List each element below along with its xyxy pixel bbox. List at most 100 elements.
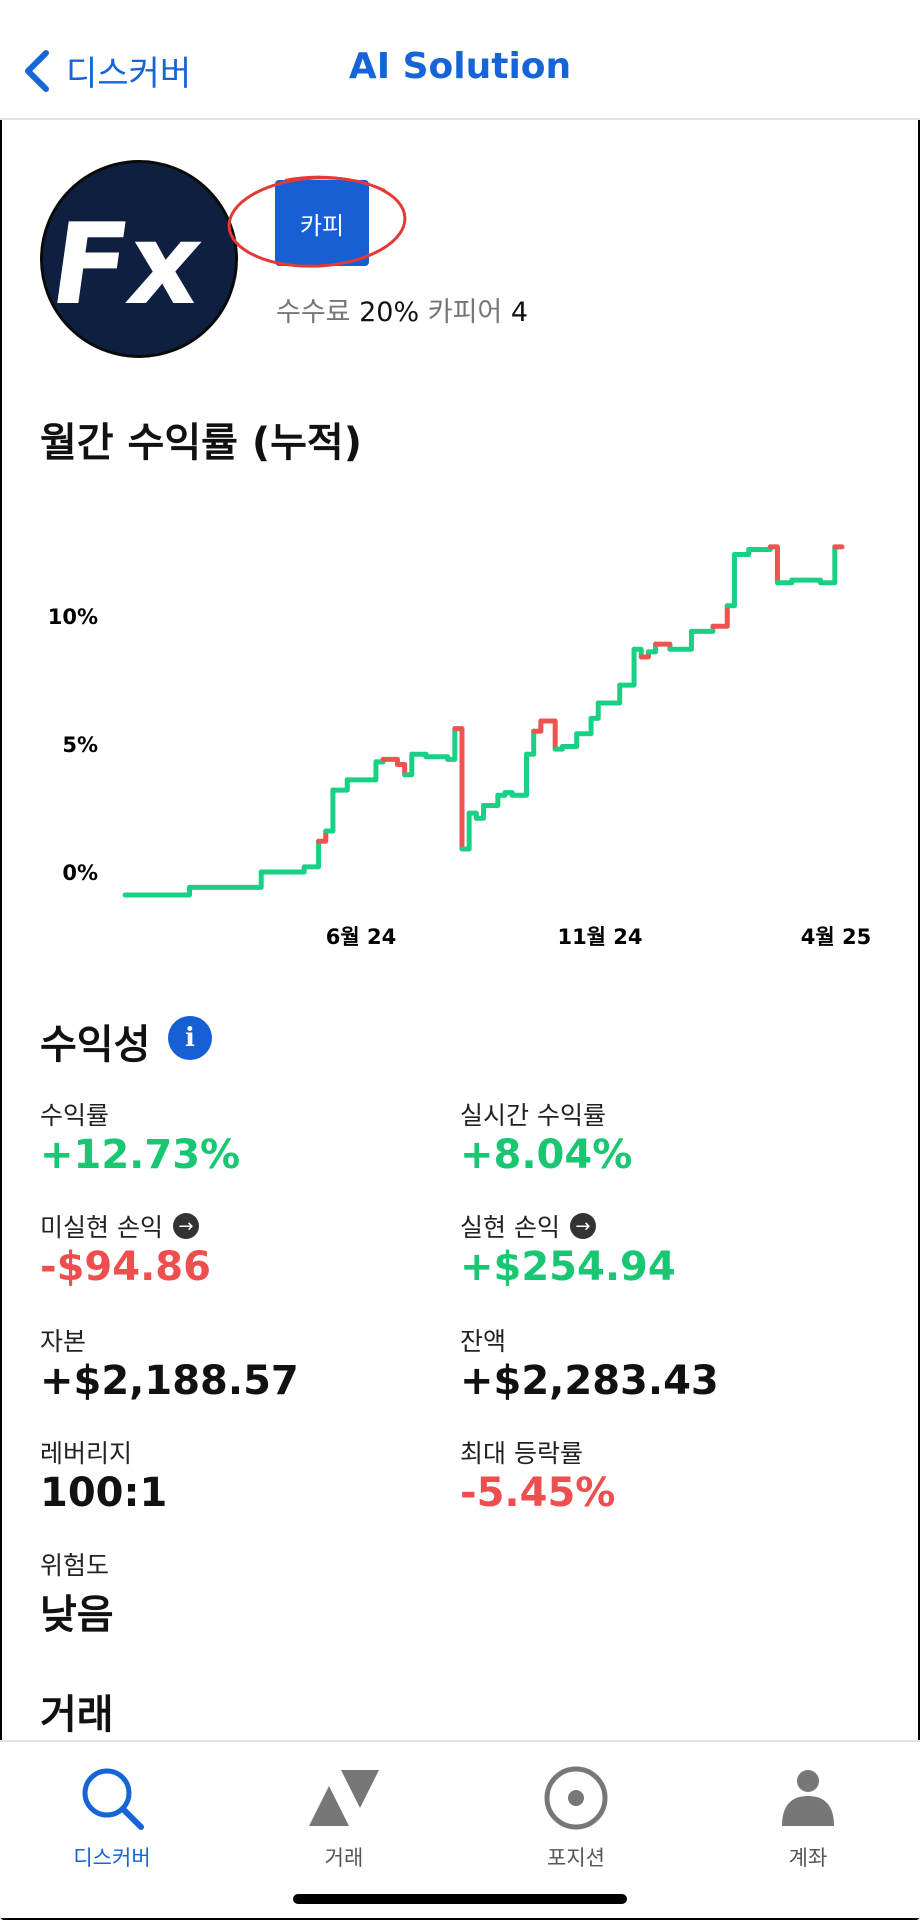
y-tick-label: 10% — [48, 605, 98, 629]
chart-line-segment — [452, 726, 465, 852]
chart-line-segment — [423, 754, 451, 762]
stat-label: 레버리지 — [40, 1434, 132, 1470]
chart-line-segment — [724, 552, 737, 609]
x-tick-label: 11월 24 — [557, 925, 642, 949]
target-icon — [544, 1766, 608, 1830]
tab-discover[interactable]: 디스커버 — [42, 1758, 182, 1872]
tab-label-account: 계좌 — [788, 1846, 828, 1870]
home-indicator[interactable] — [293, 1894, 627, 1904]
y-tick-label: 5% — [62, 733, 98, 757]
x-tick-label: 6월 24 — [326, 925, 396, 949]
chart-line-segment — [617, 646, 637, 688]
stat-label-text: 자본 — [40, 1327, 87, 1356]
copy-button[interactable]: 카피 — [275, 180, 369, 266]
stat-value: +$2,188.57 — [40, 1358, 299, 1404]
trades-title: 거래 — [40, 1692, 114, 1738]
chart-title: 월간 수익률 (누적) — [40, 420, 363, 466]
tab-label-positions: 포지션 — [547, 1846, 605, 1870]
chart-line-segment — [366, 759, 379, 783]
chart-line-segment — [610, 682, 623, 706]
fee-label: 수수료 — [276, 297, 351, 328]
stat-label-text: 수익률 — [40, 1101, 110, 1130]
stat-value: 낮음 — [40, 1592, 114, 1638]
stat-label-text: 레버리지 — [40, 1439, 133, 1468]
fee-value: 20% — [359, 297, 420, 328]
chart-line-segment — [524, 728, 537, 757]
chart-line-segment — [531, 718, 544, 734]
stat-label: 자본 — [40, 1322, 86, 1358]
chart-line-segment — [817, 544, 838, 586]
chart-line-segment — [323, 787, 336, 834]
arrow-right-icon[interactable]: → — [172, 1213, 199, 1239]
stat-label: 실시간 수익률 — [460, 1096, 606, 1132]
chart-line-segment — [301, 838, 322, 870]
chart-line-segment — [645, 641, 659, 655]
chart-line-segment — [767, 544, 780, 586]
tab-label-trade: 거래 — [324, 1846, 364, 1870]
stat-label[interactable]: 실현 손익 → — [460, 1208, 596, 1244]
stat-value: +8.04% — [460, 1132, 633, 1178]
navigation-bar: 디스커버 AI Solution — [0, 0, 920, 120]
stat-label-text: 실현 손익 — [460, 1213, 560, 1242]
stat-label-text: 실시간 수익률 — [460, 1101, 606, 1130]
triangles-icon — [309, 1770, 379, 1826]
tab-trade[interactable]: 거래 — [274, 1758, 414, 1872]
chart-line-segment — [122, 884, 193, 898]
x-tick-label: 4월 25 — [801, 925, 871, 949]
stat-value: +$254.94 — [460, 1244, 676, 1290]
chart-line-segment — [473, 802, 486, 821]
tab-label-discover: 디스커버 — [73, 1846, 151, 1870]
stat-value: 100:1 — [40, 1470, 168, 1516]
strategy-avatar: Fx — [40, 160, 238, 358]
chart-line-segment — [588, 700, 601, 721]
strategy-meta: 수수료 20% 카피어 4 — [276, 290, 528, 329]
stat-label-text: 미실현 손익 — [40, 1213, 163, 1242]
chart-line-segment — [538, 718, 558, 752]
chart-line-segment — [394, 761, 408, 778]
stat-label: 최대 등락률 — [460, 1434, 583, 1470]
stat-label: 수익률 — [40, 1096, 109, 1132]
chart-line-segment — [402, 751, 415, 778]
chart-line-segment — [459, 810, 472, 852]
chart-line-segment — [445, 726, 458, 762]
chevron-left-icon — [25, 49, 49, 92]
stat-label: 잔액 — [460, 1322, 506, 1358]
stat-value: -5.45% — [460, 1470, 616, 1516]
chart-line-segment — [631, 646, 644, 660]
stat-label-text: 잔액 — [460, 1327, 507, 1356]
stat-label-text: 최대 등락률 — [460, 1439, 583, 1468]
tab-bar: 디스커버 거래 포지션 계좌 — [0, 1740, 920, 1918]
monthly-return-chart: 0% 5% 10% 6월 24 11월 24 4월 25 — [48, 544, 871, 949]
chart-line-segment — [316, 828, 329, 844]
chart-line-segment — [710, 603, 730, 629]
chart-line-segment — [559, 731, 580, 750]
stat-value: +12.73% — [40, 1132, 241, 1178]
back-label: 디스커버 — [66, 54, 192, 94]
chart-line-segment — [509, 751, 530, 798]
info-icon[interactable]: i — [168, 1016, 212, 1060]
tab-positions[interactable]: 포지션 — [506, 1758, 646, 1872]
chart-line-segment — [481, 792, 501, 808]
chart-line-segment — [574, 715, 594, 737]
stat-value: +$2,283.43 — [460, 1358, 719, 1404]
chart-line-segment — [330, 777, 350, 793]
stat-label: 위험도 — [40, 1546, 109, 1582]
arrow-right-icon[interactable]: → — [569, 1213, 596, 1239]
stat-value: -$94.86 — [40, 1244, 211, 1290]
fx-logo: Fx — [43, 163, 235, 355]
profitability-title: 수익성 — [40, 1022, 151, 1068]
chart-line-segment — [187, 869, 264, 890]
person-icon — [782, 1770, 834, 1826]
stat-label[interactable]: 미실현 손익 → — [40, 1208, 199, 1244]
copiers-value: 4 — [510, 297, 529, 328]
back-button[interactable]: 디스커버 — [22, 46, 191, 95]
search-icon — [82, 1768, 144, 1830]
copiers-label: 카피어 — [427, 297, 503, 328]
red-circle-annotation — [227, 175, 407, 268]
chart-line-segment — [667, 628, 694, 652]
y-tick-label: 0% — [62, 861, 98, 885]
page-title: AI Solution — [348, 46, 572, 87]
tab-account[interactable]: 계좌 — [738, 1758, 878, 1872]
svg-text:Fx: Fx — [43, 200, 210, 330]
stat-label-text: 위험도 — [40, 1551, 110, 1580]
